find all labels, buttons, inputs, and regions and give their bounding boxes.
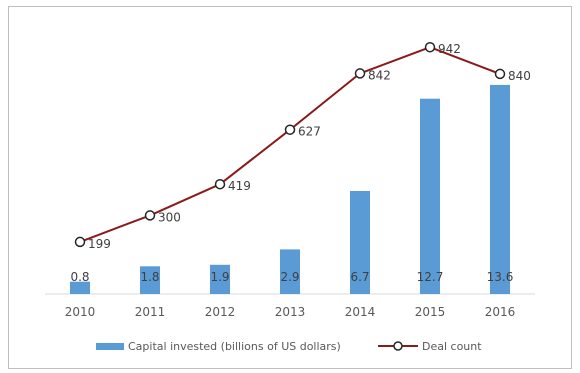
x-tick-label-2011: 2011 (135, 305, 166, 319)
deal-count-marker-2013 (284, 124, 296, 135)
x-tick-label-2016: 2016 (485, 305, 516, 319)
bar-2011 (140, 266, 160, 294)
deal-count-marker-2011 (144, 210, 156, 221)
bar-value-label-2013: 2.9 (280, 270, 299, 284)
bar-value-label-2014: 6.7 (350, 270, 369, 284)
deal-count-marker-2015 (424, 41, 436, 53)
legend-swatch-deal-marker (393, 341, 403, 351)
deal-count-label-2016: 840 (508, 69, 531, 83)
bar-2015 (420, 98, 440, 294)
bar-2013 (280, 249, 300, 294)
bar-2012 (210, 264, 230, 294)
deal-count-label-2013: 627 (298, 125, 321, 139)
bar-value-label-2012: 1.9 (210, 270, 229, 284)
deal-count-label-2015: 942 (438, 42, 461, 56)
deal-count-label-2010: 199 (88, 237, 111, 251)
x-axis-ticks: 2010 2011 2012 2013 2014 2015 2016 (65, 305, 516, 319)
line-series (74, 41, 506, 248)
bar-2010 (70, 281, 90, 294)
bar-2014 (350, 191, 370, 294)
bar-value-label-2011: 1.8 (140, 270, 159, 284)
x-tick-label-2010: 2010 (65, 305, 96, 319)
deal-count-label-2011: 300 (158, 210, 181, 224)
deal-count-marker-2016 (494, 68, 506, 80)
legend-swatch-capital (96, 343, 124, 350)
bar-value-label-2015: 12.7 (417, 270, 444, 284)
legend-label-capital: Capital invested (billions of US dollars… (128, 340, 341, 353)
bar-value-label-2016: 13.6 (487, 270, 514, 284)
x-tick-label-2012: 2012 (205, 305, 236, 319)
deal-count-marker-2014 (354, 68, 366, 79)
deal-count-label-2012: 419 (228, 179, 251, 193)
x-tick-label-2014: 2014 (345, 305, 376, 319)
deal-count-marker-2010 (74, 236, 86, 248)
legend: Capital invested (billions of US dollars… (96, 340, 482, 353)
x-tick-label-2015: 2015 (415, 305, 446, 319)
bar-value-label-2010: 0.8 (70, 270, 89, 284)
deal-count-label-2014: 842 (368, 68, 391, 82)
bar-2016 (490, 84, 510, 295)
deal-count-marker-2012 (214, 178, 226, 190)
x-tick-label-2013: 2013 (275, 305, 306, 319)
legend-label-deal-count: Deal count (422, 340, 482, 353)
bar-series (70, 84, 510, 295)
data-labels: 0.8 1.8 1.9 2.9 6.7 12.7 13.6 199 300 419 627 842 94… (70, 42, 530, 284)
